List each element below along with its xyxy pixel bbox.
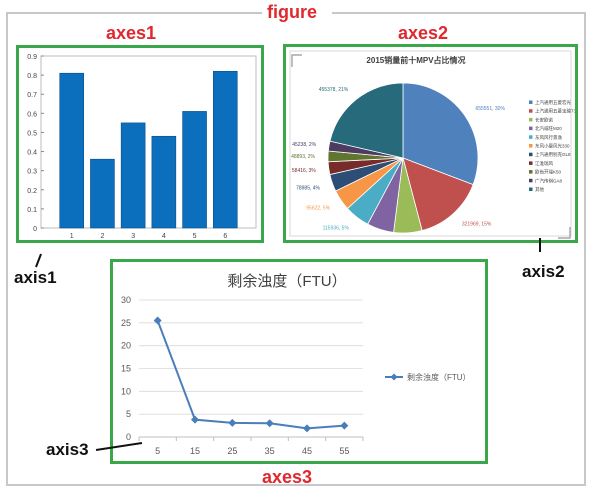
line-point-marker: [340, 421, 349, 430]
pie-legend-swatch: [529, 117, 533, 122]
resize-handle-icon: [558, 227, 571, 239]
figure-title-backdrop: [262, 0, 332, 22]
pie-legend-swatch: [529, 170, 533, 174]
line-chart: 剩余浊度（FTU） 0 5 10 15 20 25 30 5 15 25 35 45 55 剩余浊度（FTU…: [121, 272, 471, 456]
bar-y-tick-label: 0.5: [27, 130, 37, 137]
bar-y-tick-label: 0: [33, 226, 37, 233]
axes1-frame: 0 0.1 0.2 0.3 0.4 0.5 0.6 0.7 0.8 0.9 1 2 3 4 5 6: [16, 45, 264, 243]
axis3-pointer: [95, 442, 143, 451]
pie-legend-swatch: [529, 100, 533, 104]
line-legend-marker: [390, 373, 398, 381]
line-y-tick-label: 30: [121, 295, 131, 305]
pie-legend-label: 长安欧诺: [535, 116, 553, 123]
pie-slice-1: [402, 157, 474, 232]
line-legend-label: 剩余浊度（FTU）: [407, 372, 471, 382]
pie-legend-label: 北汽威旺M20: [535, 125, 562, 132]
pie-legend-label: 欧尚开瑞K50: [535, 169, 562, 176]
figure-title: figure: [267, 2, 318, 22]
pie-legend-swatch: [529, 135, 533, 139]
pie-legend-swatch: [529, 161, 533, 165]
axis1-pointer: [35, 253, 42, 268]
bar-x-tick-label: 2: [100, 233, 104, 240]
axis3-label: axis3: [46, 440, 89, 459]
bar-y-tick-label: 0.8: [27, 73, 37, 80]
pie-data-label: 115936, 5%: [323, 225, 350, 231]
bar-x-tick-label: 6: [223, 233, 227, 240]
axis1-label: axis1: [14, 268, 57, 287]
line-title: 剩余浊度（FTU）: [227, 272, 346, 290]
pie-data-label: 95622, 5%: [306, 205, 330, 211]
bar-y-tick-label: 0.4: [27, 150, 37, 157]
line-point-marker: [153, 316, 162, 325]
bar-5: [182, 111, 207, 229]
pie-data-label: 58416, 3%: [292, 168, 316, 174]
bar-1: [59, 72, 84, 229]
axes1-title: axes1: [106, 23, 157, 43]
line-point-marker: [303, 424, 311, 433]
pie-slice-10: [329, 82, 404, 159]
bar-x-tick-label: 5: [193, 233, 197, 240]
line-point-marker: [228, 418, 237, 427]
bar-6: [213, 70, 238, 229]
bar-y-tick-label: 0.2: [27, 188, 37, 195]
pie-legend-swatch: [529, 178, 533, 183]
pie-legend-swatch: [529, 109, 533, 113]
line-y-tick-label: 0: [126, 432, 131, 442]
axis2-label: axis2: [522, 262, 565, 281]
line-point-marker: [265, 419, 274, 428]
pie-legend-swatch: [529, 152, 533, 157]
line-y-tick-label: 10: [121, 386, 131, 396]
bar-4: [151, 135, 177, 229]
axes3-title: axes3: [262, 467, 313, 487]
pie-title: 2015销量前十MPV占比情况: [366, 55, 465, 65]
pie-legend-label: 其他: [535, 186, 544, 193]
resize-handle-icon: [291, 54, 302, 67]
line-x-tick-label: 35: [265, 446, 275, 456]
pie-legend-swatch: [529, 126, 533, 131]
bar-y-tick-label: 0.3: [27, 169, 37, 176]
pie-slice-0: [402, 82, 479, 186]
bar-y-tick-label: 0.7: [27, 92, 37, 99]
line-point-marker: [191, 415, 199, 424]
line-x-tick-label: 5: [155, 446, 160, 456]
pie-legend-label: 江淮瑞风: [535, 160, 553, 167]
pie-data-label: 78985, 4%: [296, 185, 320, 191]
pie-legend-label: 上汽通用五菱宝骏730: [535, 108, 575, 115]
line-x-tick-label: 15: [190, 446, 200, 456]
pie-legend-label: 上汽通用五菱宏光: [535, 99, 571, 106]
axes2-title: axes2: [398, 23, 449, 43]
pie-data-label: 48893, 2%: [291, 154, 315, 160]
line-y-tick-label: 20: [121, 341, 131, 351]
bar-y-tick-label: 0.1: [27, 207, 37, 214]
line-x-tick-label: 55: [339, 446, 349, 456]
pie-data-label: 321969, 15%: [462, 221, 492, 227]
bar-x-tick-label: 1: [70, 233, 74, 240]
line-x-tick-label: 25: [227, 446, 237, 456]
pie-legend-swatch: [529, 187, 533, 191]
bar-2: [90, 158, 115, 229]
line-x-tick-label: 45: [302, 446, 312, 456]
line-y-tick-label: 15: [121, 364, 131, 374]
line-y-tick-label: 5: [126, 409, 131, 419]
pie-legend-swatch: [529, 144, 533, 148]
pie-legend-label: 东风风行景逸: [535, 134, 562, 141]
pie-data-label: 45238, 2%: [292, 142, 316, 148]
bar-3: [120, 122, 146, 229]
axes3-frame: 剩余浊度（FTU） 0 5 10 15 20 25 30 5 15 25 35 45 55 剩余浊度（FTU…: [110, 259, 488, 464]
line-y-tick-label: 25: [121, 318, 131, 328]
bar-y-tick-label: 0.9: [27, 54, 37, 61]
pie-data-label: 655551, 30%: [475, 106, 505, 112]
pie-legend-label: 上汽通用别克GL8: [535, 151, 571, 158]
line-series-path: [156, 320, 345, 430]
bar-x-tick-label: 4: [162, 233, 166, 240]
bar-x-tick-label: 3: [131, 233, 135, 240]
pie-legend-label: 广汽传祺GA8: [535, 177, 563, 184]
pie-legend-label: 东风小康风光330: [535, 143, 570, 150]
bar-chart: 0 0.1 0.2 0.3 0.4 0.5 0.6 0.7 0.8 0.9 1 2 3 4 5 6: [27, 54, 257, 240]
bar-y-tick-label: 0.6: [27, 111, 37, 118]
pie-data-label: 455378, 21%: [319, 87, 349, 93]
